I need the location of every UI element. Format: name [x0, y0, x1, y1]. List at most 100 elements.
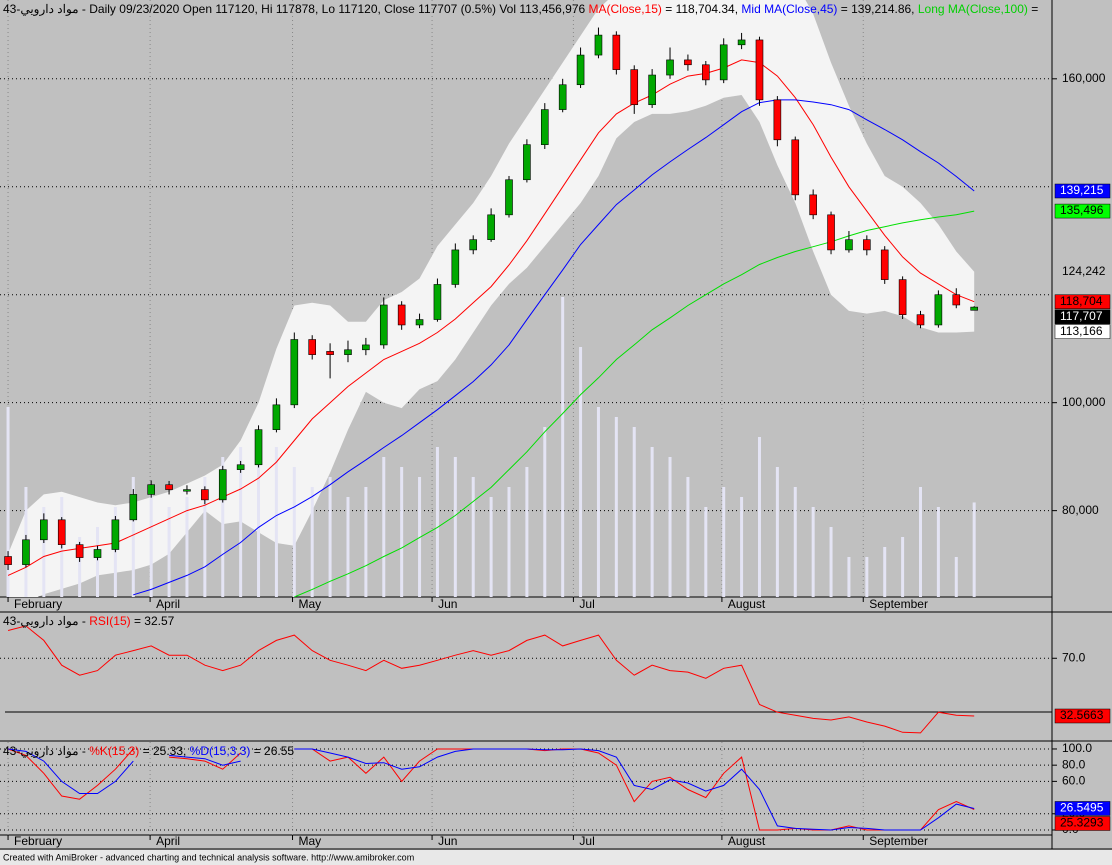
volume-bar: [96, 527, 100, 597]
title-part: Mid MA(Close,45): [741, 2, 837, 16]
x-tick-label: May: [299, 597, 322, 611]
title-part: MA(Close,15): [589, 2, 662, 16]
candle-body: [22, 539, 30, 565]
line: [294, 210, 975, 597]
candle-body: [308, 339, 317, 355]
title-part: Long MA(Close,100): [918, 2, 1028, 16]
x-tick-label: September: [869, 834, 928, 848]
candle-body: [594, 34, 603, 56]
volume-bar: [972, 502, 976, 597]
candle-body: [326, 351, 334, 355]
candle-body: [469, 239, 478, 251]
candle-body: [201, 489, 209, 501]
volume-bar: [221, 457, 225, 597]
title-part: = 25.33,: [139, 744, 189, 758]
volume-bar: [203, 477, 207, 597]
value-tag-label: 26.5495: [1060, 801, 1104, 815]
x-tick-label: February: [14, 597, 62, 611]
candle-body: [272, 404, 281, 430]
candle-body: [809, 194, 817, 216]
value-tag: [1054, 183, 1111, 199]
candle-body: [344, 349, 352, 355]
line: [7, 625, 975, 734]
volume-bar: [78, 537, 82, 597]
volume-bar: [954, 557, 958, 597]
title-part: = 26.55: [250, 744, 294, 758]
value-tag-label: 135,496: [1060, 203, 1104, 217]
volume-bar: [811, 507, 815, 597]
volume-bar: [364, 487, 368, 597]
volume-bar: [6, 407, 10, 597]
volume-bar: [185, 497, 189, 597]
x-tick-label: September: [869, 597, 928, 611]
title-part: 43-مواد دارويي -: [3, 744, 89, 758]
line: [8, 748, 975, 831]
y-tick-label: 70.0: [1062, 650, 1086, 664]
value-tag-label: 139,215: [1060, 183, 1104, 197]
title-part: 43-مواد دارويي -: [3, 614, 89, 628]
candle-body: [916, 314, 925, 326]
y-tick-label: 100,000: [1062, 395, 1106, 409]
x-tick-label: Jun: [438, 597, 457, 611]
volume-bar: [543, 427, 547, 597]
candle-body: [254, 429, 263, 466]
candle-body: [755, 39, 764, 101]
volume-bar: [328, 477, 332, 597]
volume-bar: [310, 487, 314, 597]
volume-bar: [257, 437, 261, 597]
value-tag-label: 32.5663: [1060, 708, 1104, 722]
volume-bar: [919, 487, 922, 597]
volume-bar: [525, 467, 529, 597]
candle-body: [737, 39, 746, 46]
candle-body: [666, 59, 674, 76]
candle-body: [147, 484, 155, 495]
candle-body: [129, 494, 138, 521]
title-part: RSI(15): [89, 614, 130, 628]
x-tick-label: April: [156, 597, 180, 611]
title-part: 43-مواد دارويي - Daily 09/23/2020 Open 1…: [3, 2, 589, 16]
volume-bar: [596, 407, 600, 597]
volume-bar: [740, 497, 744, 597]
volume-bar: [435, 447, 439, 597]
candle-body: [684, 59, 692, 66]
candle-body: [505, 179, 513, 216]
volume-bar: [239, 447, 243, 597]
value-tag: [1054, 708, 1111, 724]
title-part: = 32.57: [131, 614, 175, 628]
candle-body: [630, 69, 639, 106]
volume-bar: [167, 507, 171, 597]
candle-body: [218, 469, 227, 501]
volume-bar: [274, 447, 278, 597]
candle-body: [934, 294, 943, 326]
candle-body: [290, 339, 299, 406]
volume-bar: [883, 547, 887, 597]
volume-bar: [901, 537, 905, 597]
candle-body: [827, 214, 835, 251]
volume-bar: [382, 457, 386, 597]
volume-bar: [42, 507, 46, 597]
volume-bar: [131, 477, 135, 597]
volume-bar: [614, 417, 618, 597]
value-tag: [1054, 816, 1111, 831]
candle-body: [487, 214, 495, 240]
volume-bar: [149, 487, 153, 597]
candle-body: [451, 249, 460, 285]
value-tag: [1054, 309, 1111, 324]
pane: [0, 742, 1052, 835]
volume-bar: [829, 527, 833, 597]
candle-body: [433, 284, 442, 320]
band-area: [8, 0, 975, 597]
value-tag-label: 117,707: [1060, 309, 1103, 323]
candle-body: [362, 344, 370, 351]
x-tick-label: August: [728, 834, 766, 848]
title-part: %D(15,3,3): [190, 744, 251, 758]
candle-body: [791, 139, 800, 196]
volume-bar: [793, 487, 797, 597]
x-tick-label: April: [156, 834, 180, 848]
title-part: = 118,704.34,: [662, 2, 742, 16]
line: [133, 99, 975, 596]
candle-body: [57, 519, 66, 545]
title-part: %K(15,3): [89, 744, 139, 758]
candle-body: [612, 34, 621, 70]
